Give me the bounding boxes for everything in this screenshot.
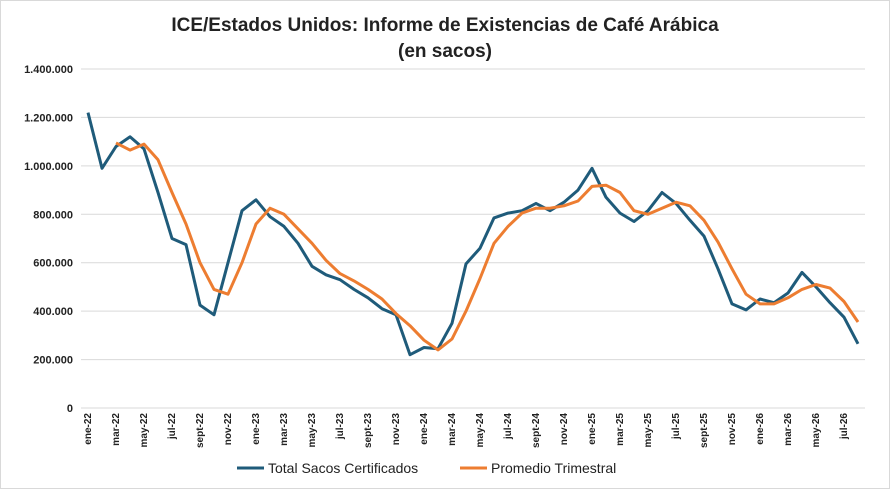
x-tick-label: may-23 — [307, 413, 318, 448]
x-tick-label: nov-25 — [727, 413, 738, 446]
x-tick-label: sept-22 — [195, 413, 206, 448]
y-tick-label: 1.000.000 — [24, 161, 73, 173]
y-tick-label: 1.400.000 — [24, 64, 73, 76]
x-tick-label: may-25 — [643, 413, 654, 448]
x-tick-label: ene-22 — [83, 413, 94, 445]
chart-subtitle: (en sacos) — [398, 41, 492, 62]
x-tick-label: ene-24 — [419, 413, 430, 445]
gridlines — [81, 68, 865, 409]
x-tick-label: jul-23 — [335, 413, 346, 441]
x-tick-label: jul-22 — [167, 413, 178, 441]
x-tick-label: nov-24 — [559, 413, 570, 446]
x-tick-label: mar-23 — [279, 413, 290, 446]
x-axis: ene-22 mar-22 may-22 jul-22 sept-22 nov-22 ene… — [83, 413, 850, 448]
y-tick-label: 600.000 — [33, 258, 73, 270]
x-tick-label: may-22 — [139, 413, 150, 448]
x-tick-label: nov-22 — [223, 413, 234, 446]
y-tick-label: 0 — [67, 403, 73, 415]
x-tick-label: ene-23 — [251, 413, 262, 445]
legend-label-total: Total Sacos Certificados — [268, 460, 418, 476]
x-tick-label: jul-26 — [839, 413, 850, 441]
legend-label-promedio: Promedio Trimestral — [491, 460, 616, 476]
y-tick-label: 200.000 — [33, 355, 73, 367]
x-tick-label: mar-26 — [783, 413, 794, 446]
y-tick-label: 400.000 — [33, 306, 73, 318]
x-tick-label: ene-26 — [755, 413, 766, 445]
series-lines — [86, 112, 860, 357]
x-tick-label: sept-24 — [531, 413, 542, 448]
x-tick-label: jul-25 — [671, 413, 682, 441]
legend: Total Sacos Certificados Promedio Trimes… — [237, 460, 616, 476]
x-tick-label: mar-25 — [615, 413, 626, 446]
x-tick-label: may-26 — [811, 413, 822, 448]
x-tick-label: sept-25 — [699, 413, 710, 448]
x-tick-label: mar-24 — [447, 413, 458, 446]
y-tick-label: 800.000 — [33, 209, 73, 221]
series-line-promedio — [115, 141, 860, 352]
series-line-total — [86, 112, 860, 357]
y-axis: 0 200.000 400.000 600.000 800.000 1.000.000 1.… — [24, 64, 73, 415]
y-tick-label: 1.200.000 — [24, 112, 73, 124]
x-tick-label: jul-24 — [503, 413, 514, 441]
x-tick-label: nov-23 — [391, 413, 402, 446]
x-tick-label: mar-22 — [111, 413, 122, 446]
chart-title: ICE/Estados Unidos: Informe de Existenci… — [171, 15, 719, 36]
x-tick-label: ene-25 — [587, 413, 598, 445]
x-tick-label: sept-23 — [363, 413, 374, 448]
x-tick-label: may-24 — [475, 413, 486, 448]
